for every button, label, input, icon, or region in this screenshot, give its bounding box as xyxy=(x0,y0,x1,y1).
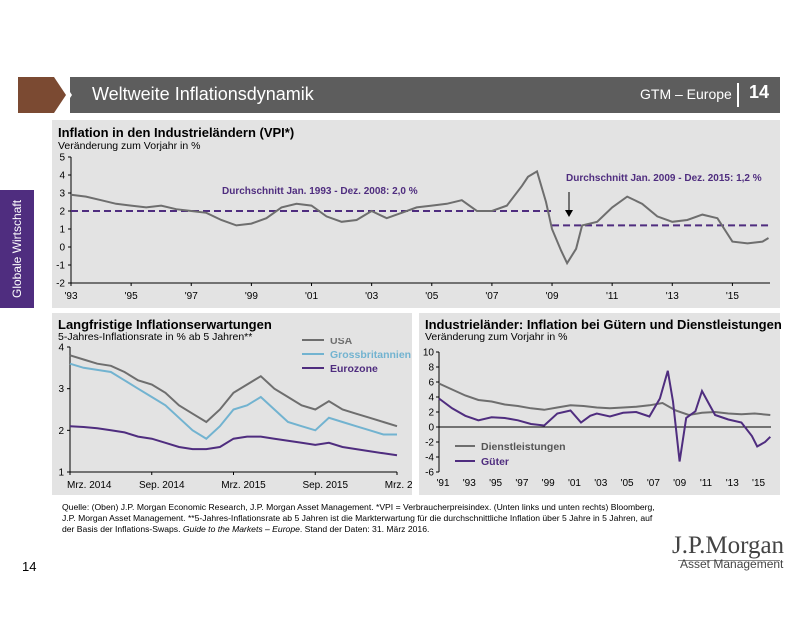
chart3-y-tick-label: 6 xyxy=(428,378,434,389)
sidebar-tab xyxy=(0,190,34,308)
chart1-x-tick-label: '03 xyxy=(365,291,378,302)
footnote-line-3: der Basis der Inflations-Swaps. Guide to… xyxy=(62,524,702,535)
chart2-y-tick-label: 4 xyxy=(58,343,64,354)
chart1-x-tick-label: '95 xyxy=(125,291,138,302)
header-chevron xyxy=(18,77,70,113)
chart-panel-bottom-left xyxy=(52,313,412,495)
chart3-x-tick-label: '91 xyxy=(436,478,449,489)
chart2-subtitle: 5-Jahres-Inflationsrate in % ab 5 Jahren… xyxy=(58,331,253,343)
chart3-y-tick-label: -6 xyxy=(425,468,434,479)
chart2-legend-label: USA xyxy=(330,338,353,347)
chart2-y-tick-label: 3 xyxy=(58,384,64,395)
footnote-line-3a: der Basis der Inflations-Swaps. xyxy=(62,524,183,534)
chart-panel-bottom-right xyxy=(419,313,780,495)
chart3-x-tick-label: '07 xyxy=(647,478,660,489)
chart3-legend-label: Dienstleistungen xyxy=(481,441,566,453)
chart1-x-tick-label: '07 xyxy=(485,291,498,302)
header-chevron-cut xyxy=(54,77,72,113)
chart2-series-line xyxy=(69,425,398,457)
chart3-x-tick-label: '11 xyxy=(700,478,713,489)
chart2-series-line xyxy=(69,362,397,440)
chart2-legend-label: Eurozone xyxy=(330,363,378,375)
chart3-x-tick-label: '09 xyxy=(673,478,686,489)
chart1-y-tick-label: 1 xyxy=(59,225,65,236)
footnote-line-1: Quelle: (Oben) J.P. Morgan Economic Rese… xyxy=(62,502,655,512)
chart1-x-tick-label: '99 xyxy=(245,291,258,302)
chart3-plot: 10 8 6 4 2 0 -2 -4 -6'91 '93 '95 '97 '99 '01 '03 '05 '07… xyxy=(423,348,772,489)
chart1-x-tick-label: '01 xyxy=(305,291,318,302)
chart3-series-line xyxy=(438,370,772,462)
chart3-title: Industrieländer: Inflation bei Gütern un… xyxy=(425,317,782,332)
chart2-x-tick-label: Mrz. 2014 xyxy=(67,480,112,491)
jpmorgan-logo: J.P.Morgan xyxy=(672,532,785,559)
chart1-x-tick-label: '93 xyxy=(64,291,77,302)
chart3-series-line xyxy=(438,382,771,417)
footnote-publication: Guide to the Markets – Europe xyxy=(182,524,300,534)
chart2-x-tick-label: Mrz. 2015 xyxy=(221,480,266,491)
sidebar-label: Globale Wirtschaft xyxy=(10,199,24,299)
chart2-legend-label: Grossbritannien xyxy=(330,349,411,361)
chart3-x-tick-label: '93 xyxy=(463,478,476,489)
chart3-y-tick-label: -2 xyxy=(425,438,434,449)
chart3-y-tick-label: 10 xyxy=(423,348,435,359)
chart1-x-tick-label: '15 xyxy=(726,291,739,302)
page-title: Weltweite Inflationsdynamik xyxy=(92,84,314,104)
chart2-y-tick-label: 1 xyxy=(58,468,64,479)
page-number: 14 xyxy=(22,559,37,574)
chart3-x-tick-label: '03 xyxy=(594,478,607,489)
chart1-subtitle: Veränderung zum Vorjahr in % xyxy=(58,140,201,152)
chart3-legend-label: Güter xyxy=(481,456,509,468)
footnote-line-2: J.P. Morgan Asset Management. **5-Jahres… xyxy=(62,513,653,523)
chart1-y-tick-label: 4 xyxy=(59,171,65,182)
chart1-arrow-head xyxy=(565,210,573,217)
chart1-x-tick-label: '09 xyxy=(546,291,559,302)
chart2-series-line xyxy=(69,354,398,428)
chart3-y-tick-label: 4 xyxy=(428,393,434,404)
chart1-x-tick-label: '05 xyxy=(425,291,438,302)
chart3-x-tick-label: '99 xyxy=(542,478,555,489)
chart3-y-tick-label: 8 xyxy=(428,363,434,374)
chart1-average-label-2: Durchschnitt Jan. 2009 - Dez. 2015: 1,2 … xyxy=(566,173,762,184)
chart3-subtitle: Veränderung zum Vorjahr in % xyxy=(425,331,568,343)
chart3-x-tick-label: '95 xyxy=(489,478,502,489)
chart2-y-tick-label: 2 xyxy=(58,426,64,437)
header-separator xyxy=(737,83,739,107)
chart1-x-tick-label: '11 xyxy=(606,291,619,302)
header-bar xyxy=(70,77,780,113)
chart1-y-tick-label: 2 xyxy=(59,207,65,218)
chart2-x-tick-label: Sep. 2015 xyxy=(302,480,348,491)
chart1-y-tick-label: 3 xyxy=(59,189,65,200)
chart1-average-label-1: Durchschnitt Jan. 1993 - Dez. 2008: 2,0 … xyxy=(222,186,418,197)
chart1-plot: 5 4 3 2 1 0 -1 -2'93 '95 '97 '99 '01 '03 '05 '07 '09 '11… xyxy=(56,153,770,302)
chart2-x-tick-label: Sep. 2014 xyxy=(139,480,185,491)
chart2-title: Langfristige Inflationserwartungen xyxy=(58,317,272,332)
logo-divider xyxy=(678,560,780,561)
chart3-y-tick-label: 0 xyxy=(428,423,434,434)
chart3-y-tick-label: -4 xyxy=(425,453,434,464)
chart1-y-tick-label: -1 xyxy=(56,261,65,272)
chart1-cpi-line xyxy=(70,169,770,266)
header-page-number: 14 xyxy=(749,82,770,102)
chart1-y-tick-label: 5 xyxy=(59,153,65,164)
chart3-x-tick-label: '15 xyxy=(752,478,765,489)
chart3-y-tick-label: 2 xyxy=(428,408,434,419)
chart1-x-tick-label: '13 xyxy=(666,291,679,302)
chart3-x-tick-label: '97 xyxy=(515,478,528,489)
section-label: GTM – Europe xyxy=(640,86,732,102)
chart1-y-tick-label: 0 xyxy=(59,243,65,254)
source-footnote: Quelle: (Oben) J.P. Morgan Economic Rese… xyxy=(62,502,702,535)
chart3-x-tick-label: '01 xyxy=(568,478,581,489)
footnote-line-3c: . Stand der Daten: 31. März 2016. xyxy=(299,524,430,534)
chart3-x-tick-label: '13 xyxy=(726,478,739,489)
chart-panel-top xyxy=(52,120,780,308)
chart2-x-tick-label: Mrz. 2016 xyxy=(385,480,412,491)
logo-subtitle: Asset Management xyxy=(680,557,784,571)
chart1-title: Inflation in den Industrieländern (VPI*) xyxy=(58,125,295,140)
chart1-y-tick-label: -2 xyxy=(56,279,65,290)
chart3-x-tick-label: '05 xyxy=(621,478,634,489)
chart1-x-tick-label: '97 xyxy=(185,291,198,302)
